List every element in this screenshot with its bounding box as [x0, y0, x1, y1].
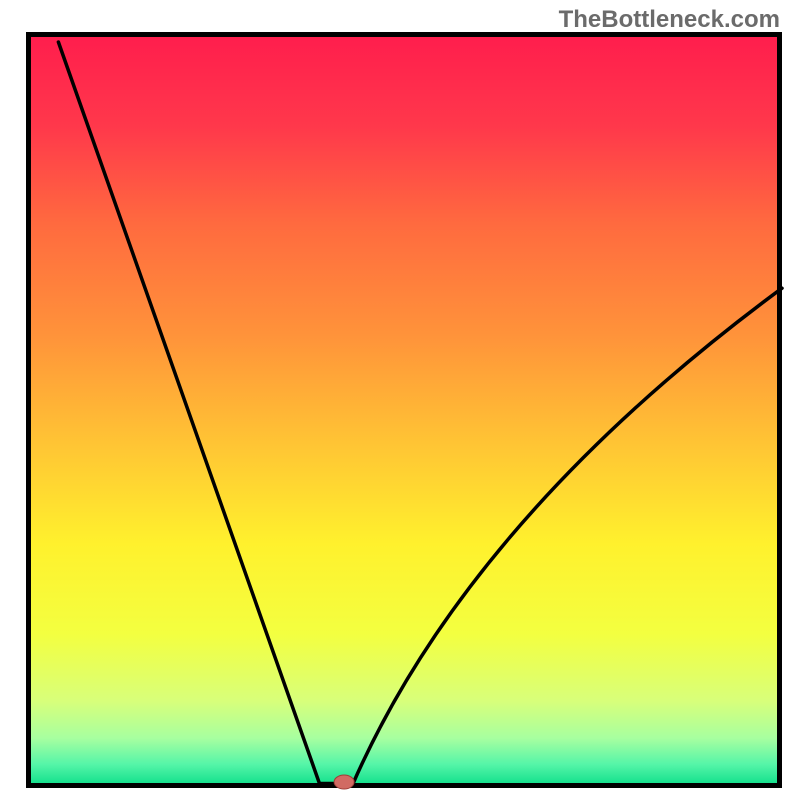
chart-container: TheBottleneck.com: [0, 0, 800, 800]
watermark-text: TheBottleneck.com: [559, 6, 780, 34]
bottleneck-curve: [58, 42, 782, 784]
minimum-marker: [334, 775, 354, 789]
plot-svg: [36, 42, 782, 788]
plot-frame: [26, 32, 782, 788]
